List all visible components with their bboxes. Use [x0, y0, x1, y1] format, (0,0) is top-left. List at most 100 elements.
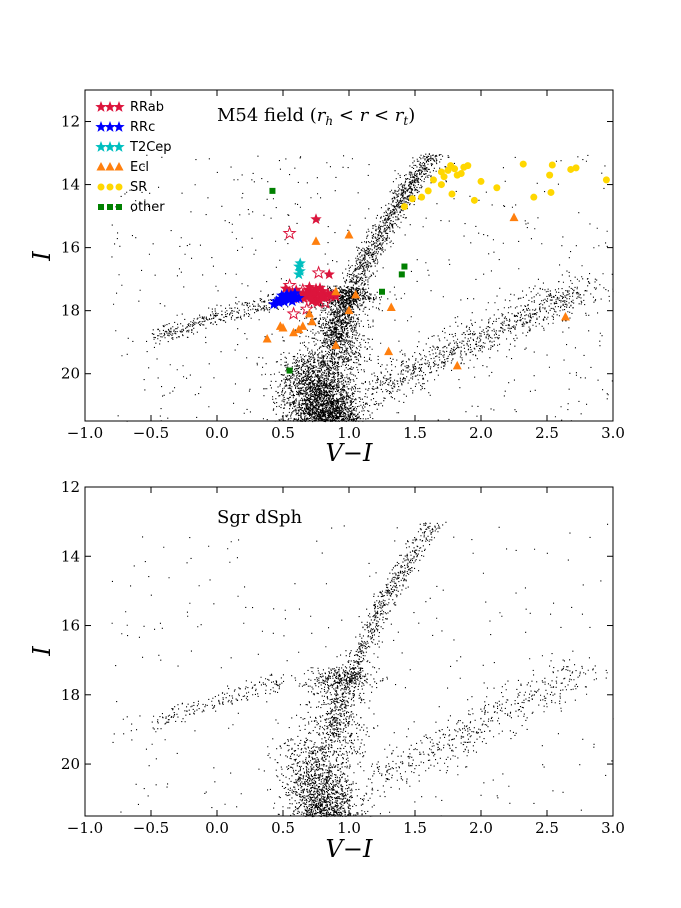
point-other: [398, 271, 405, 278]
point-rrc: [283, 293, 296, 305]
m54-x-tick-label: 0.0: [205, 424, 229, 442]
point-ecl: [307, 316, 317, 326]
point-rrab-open-: [282, 277, 297, 292]
point-sr: [530, 193, 538, 201]
point-ecl: [509, 212, 519, 222]
legend-marker-rrc: [104, 121, 116, 132]
point-rrab: [283, 285, 296, 297]
point-sr: [493, 184, 501, 192]
point-other: [379, 288, 385, 295]
m54-y-axis-label: I: [28, 251, 56, 262]
point-rrab-open-: [311, 265, 326, 279]
sgr-plot-area: [85, 487, 613, 816]
m54-y-tick-label: 18: [61, 302, 80, 320]
point-sr: [602, 176, 610, 184]
m54-legend: RRab RRc T2Cep Ecl SR other: [95, 100, 172, 215]
m54-x-tick-label: 2.0: [469, 424, 493, 442]
m54-panel-title: M54 field (rh < r < rt): [217, 105, 415, 128]
point-rrc: [293, 292, 305, 303]
point-rrab: [306, 295, 318, 307]
point-sr: [567, 165, 575, 173]
point-rrc: [289, 287, 301, 299]
sgr-x-tick-label: 1.5: [403, 819, 427, 837]
point-sr: [437, 181, 445, 189]
m54-y-tick-label: 20: [61, 365, 80, 383]
point-t2cep: [294, 265, 306, 277]
point-rrc: [285, 288, 297, 300]
m54-x-tick-label: 2.5: [535, 424, 559, 442]
point-rrab: [310, 213, 322, 225]
point-rrab: [330, 290, 342, 302]
sgr-x-tick-label: 0.5: [271, 819, 295, 837]
point-sr: [440, 173, 448, 181]
point-ecl: [386, 302, 396, 312]
point-rrab: [318, 292, 330, 303]
point-ecl: [311, 236, 321, 245]
sgr-x-tick-label: 1.0: [337, 819, 361, 837]
legend-marker-sr: [106, 183, 114, 191]
point-rrc: [286, 295, 298, 307]
m54-x-tick-label: 0.5: [271, 424, 295, 442]
point-ecl: [331, 286, 341, 296]
sgr-y-tick-label: 12: [61, 478, 80, 496]
legend-marker-ecl: [114, 162, 124, 171]
sgr-y-tick-label: 18: [61, 686, 80, 704]
legend-label-t2cep: T2Cep: [129, 140, 172, 155]
point-sr: [429, 176, 437, 184]
point-ecl: [275, 321, 285, 330]
legend-marker-sr: [115, 183, 123, 191]
point-rrc: [278, 295, 290, 307]
point-ecl: [351, 289, 361, 299]
m54-x-tick-label: −1.0: [67, 424, 103, 442]
point-sr: [424, 187, 432, 195]
point-t2cep: [294, 257, 306, 269]
point-other: [269, 187, 276, 194]
sgr-y-tick-label: 16: [61, 617, 80, 635]
point-ecl: [262, 334, 272, 343]
point-rrab-open-: [282, 225, 297, 240]
sgr-x-tick-label: −0.5: [133, 819, 169, 837]
m54-x-tick-label: 1.0: [337, 424, 361, 442]
point-rrc: [273, 296, 285, 308]
point-rrab-open-: [286, 306, 301, 320]
point-rrab-open-: [318, 295, 333, 309]
legend-marker-other: [116, 204, 122, 210]
point-sr: [464, 162, 472, 170]
sgr-panel-title: Sgr dSph: [217, 507, 303, 528]
point-ecl: [384, 346, 394, 356]
m54-variable-stars: [262, 160, 610, 374]
sgr-x-tick-label: −1.0: [67, 819, 103, 837]
legend-marker-other: [98, 204, 104, 210]
point-rrab: [315, 288, 327, 300]
legend-marker-rrab: [95, 101, 107, 112]
legend-marker-t2cep: [104, 141, 116, 152]
point-ecl: [452, 360, 462, 370]
sgr-x-tick-label: 2.0: [469, 819, 493, 837]
point-rrab: [310, 282, 322, 294]
m54-x-axis-label: V−I: [326, 439, 373, 467]
point-rrab: [311, 296, 323, 308]
legend-marker-t2cep: [113, 141, 125, 152]
sgr-y-tick-label: 20: [61, 755, 80, 773]
point-sr: [457, 170, 465, 178]
m54-field-panel: −1.0 −0.5 0.0 0.5 1.0 1.5 2.0 2.5 3.01214161820 …: [28, 89, 625, 467]
point-ecl: [560, 311, 570, 321]
point-sr: [547, 188, 555, 196]
legend-marker-sr: [97, 183, 105, 191]
point-rrc: [276, 289, 288, 301]
point-ecl: [344, 305, 354, 315]
legend-marker-t2cep: [95, 141, 107, 152]
point-sr: [546, 171, 554, 179]
m54-x-tick-label: 1.5: [403, 424, 427, 442]
point-other: [401, 263, 408, 270]
point-sr: [572, 164, 580, 172]
point-sr: [408, 195, 416, 203]
legend-label-sr: SR: [130, 180, 147, 195]
legend-marker-rrc: [95, 121, 107, 132]
point-rrab: [324, 290, 337, 302]
m54-x-tick-label: −0.5: [133, 424, 169, 442]
point-rrab: [322, 287, 334, 299]
m54-y-tick-label: 12: [61, 113, 80, 131]
point-rrab: [323, 268, 335, 280]
